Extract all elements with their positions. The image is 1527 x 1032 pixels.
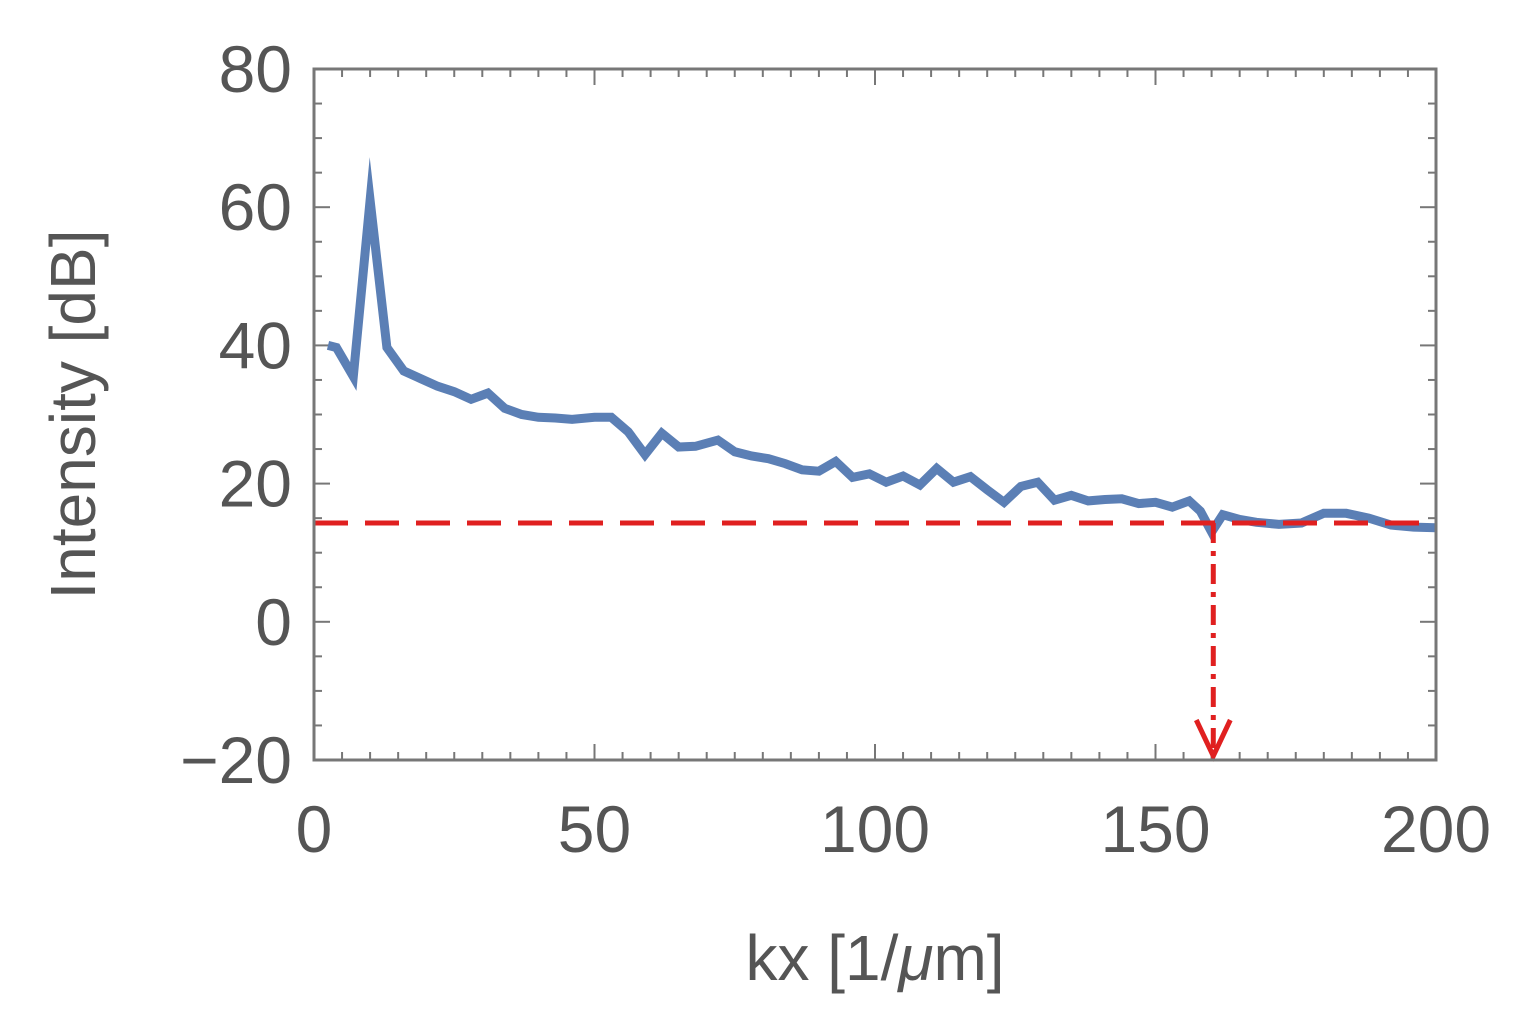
y-tick-label: 60 (219, 170, 292, 244)
y-tick-label: −20 (180, 723, 292, 797)
axis-ticks (313, 68, 1437, 761)
annotation-layer (314, 520, 1436, 762)
x-tick-label: 200 (1381, 792, 1491, 866)
plot-frame (312, 67, 1438, 762)
series-line (326, 157, 1437, 541)
x-tick-label: 0 (296, 792, 333, 866)
cutoff-arrowhead (1194, 718, 1233, 762)
y-axis-label: Intensity [dB] (37, 230, 109, 600)
x-tick-label: 150 (1100, 792, 1210, 866)
series-layer (326, 157, 1437, 541)
x-axis-label-main: kx [1/ (745, 922, 898, 994)
x-tick-label: 100 (820, 792, 930, 866)
x-tick-label: 50 (558, 792, 631, 866)
y-tick-label: 0 (255, 585, 292, 659)
x-axis-label-end: m] (933, 922, 1004, 994)
y-tick-label: 80 (219, 32, 292, 106)
y-tick-label: 20 (219, 447, 292, 521)
x-axis-label-mu: μ (896, 922, 933, 994)
y-tick-label: 40 (219, 308, 292, 382)
x-axis-label: kx [1/μm] (745, 922, 1004, 994)
